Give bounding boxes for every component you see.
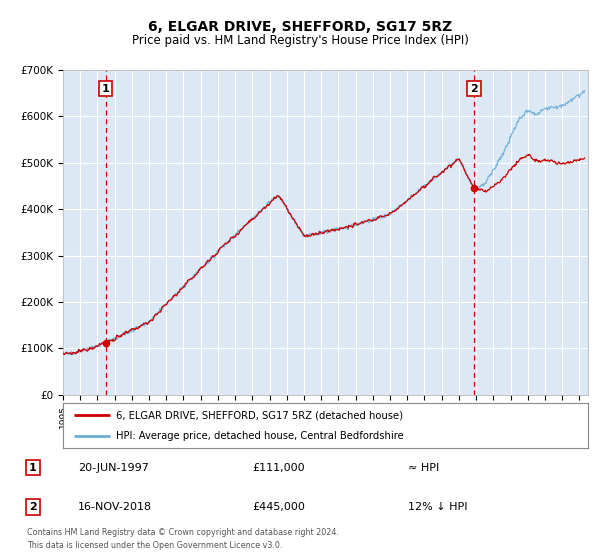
- Text: Contains HM Land Registry data © Crown copyright and database right 2024.
This d: Contains HM Land Registry data © Crown c…: [27, 528, 339, 550]
- Text: Price paid vs. HM Land Registry's House Price Index (HPI): Price paid vs. HM Land Registry's House …: [131, 34, 469, 46]
- Text: ≈ HPI: ≈ HPI: [408, 463, 439, 473]
- Text: 2: 2: [29, 502, 37, 512]
- Text: 2: 2: [470, 83, 478, 94]
- Text: 12% ↓ HPI: 12% ↓ HPI: [408, 502, 467, 512]
- Text: 16-NOV-2018: 16-NOV-2018: [78, 502, 152, 512]
- Text: £111,000: £111,000: [252, 463, 305, 473]
- Text: 1: 1: [29, 463, 37, 473]
- Text: HPI: Average price, detached house, Central Bedfordshire: HPI: Average price, detached house, Cent…: [115, 431, 403, 441]
- Text: 1: 1: [101, 83, 109, 94]
- Text: 6, ELGAR DRIVE, SHEFFORD, SG17 5RZ (detached house): 6, ELGAR DRIVE, SHEFFORD, SG17 5RZ (deta…: [115, 410, 403, 421]
- Text: 6, ELGAR DRIVE, SHEFFORD, SG17 5RZ: 6, ELGAR DRIVE, SHEFFORD, SG17 5RZ: [148, 20, 452, 34]
- Text: £445,000: £445,000: [252, 502, 305, 512]
- Text: 20-JUN-1997: 20-JUN-1997: [78, 463, 149, 473]
